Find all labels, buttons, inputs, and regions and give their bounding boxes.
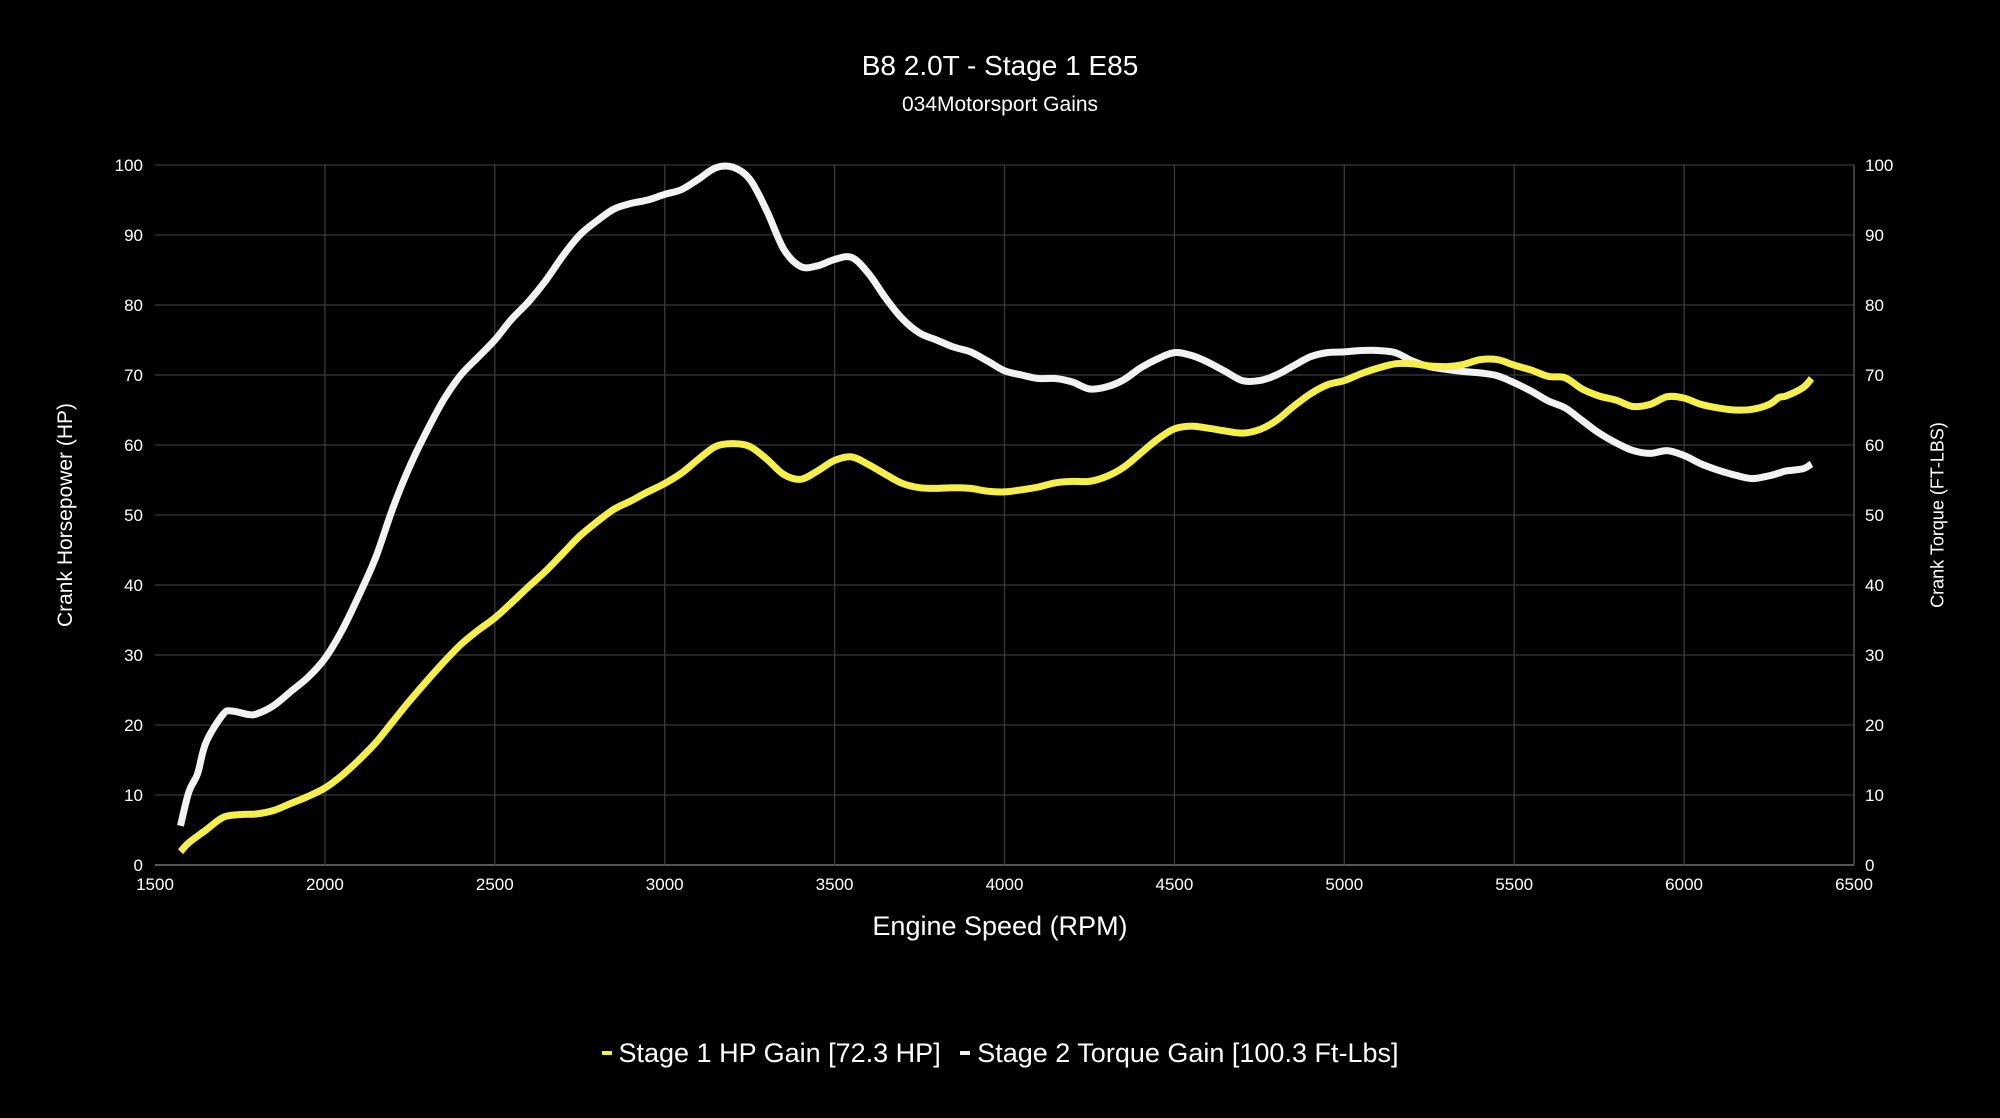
x-tick: 4000 bbox=[986, 875, 1024, 894]
y-tick-right: 70 bbox=[1865, 366, 1884, 385]
x-tick: 6500 bbox=[1835, 875, 1873, 894]
x-tick: 3000 bbox=[646, 875, 684, 894]
legend-swatch-hp-icon bbox=[601, 1051, 612, 1055]
y-tick-right: 100 bbox=[1865, 156, 1893, 175]
y-axis-title-right: Crank Torque (FT-LBS) bbox=[1927, 422, 1948, 608]
legend-swatch-torque-icon bbox=[960, 1051, 971, 1055]
hp-gain-line bbox=[177, 355, 1815, 855]
x-tick: 2500 bbox=[476, 875, 514, 894]
x-tick: 6000 bbox=[1665, 875, 1703, 894]
y-tick-left: 20 bbox=[124, 716, 143, 735]
tick-labels: 0 0 10 10 20 20 30 30 40 40 50 50 60 60 70 70 80 80 90 90 10… bbox=[115, 156, 1894, 894]
y-tick-right: 90 bbox=[1865, 226, 1884, 245]
y-tick-right: 30 bbox=[1865, 646, 1884, 665]
y-tick-left: 60 bbox=[124, 436, 143, 455]
chart-title: B8 2.0T - Stage 1 E85 bbox=[861, 50, 1139, 81]
y-tick-right: 0 bbox=[1865, 856, 1874, 875]
y-tick-left: 10 bbox=[124, 786, 143, 805]
legend-label-torque: Stage 2 Torque Gain [100.3 Ft-Lbs] bbox=[977, 1038, 1399, 1068]
y-tick-right: 80 bbox=[1865, 296, 1884, 315]
y-tick-right: 60 bbox=[1865, 436, 1884, 455]
y-tick-left: 40 bbox=[124, 576, 143, 595]
x-tick: 5500 bbox=[1495, 875, 1533, 894]
series-lines bbox=[177, 162, 1815, 855]
legend-item-hp[interactable]: Stage 1 HP Gain [72.3 HP] bbox=[601, 1037, 941, 1069]
y-tick-left: 100 bbox=[115, 156, 143, 175]
y-tick-left: 50 bbox=[124, 506, 143, 525]
x-tick: 3500 bbox=[816, 875, 854, 894]
y-tick-right: 40 bbox=[1865, 576, 1884, 595]
y-tick-left: 30 bbox=[124, 646, 143, 665]
y-tick-left: 0 bbox=[134, 856, 143, 875]
x-tick: 1500 bbox=[136, 875, 174, 894]
x-axis-title: Engine Speed (RPM) bbox=[872, 911, 1128, 941]
y-tick-right: 20 bbox=[1865, 716, 1884, 735]
y-tick-left: 80 bbox=[124, 296, 143, 315]
y-tick-left: 70 bbox=[124, 366, 143, 385]
y-tick-right: 50 bbox=[1865, 506, 1884, 525]
y-axis-title-left: Crank Horsepower (HP) bbox=[54, 402, 77, 628]
gridlines bbox=[155, 164, 1855, 866]
legend-label-hp: Stage 1 HP Gain [72.3 HP] bbox=[618, 1038, 941, 1068]
x-tick: 5000 bbox=[1325, 875, 1363, 894]
x-tick: 4500 bbox=[1155, 875, 1193, 894]
y-tick-left: 90 bbox=[124, 226, 143, 245]
chart-subtitle: 034Motorsport Gains bbox=[901, 93, 1099, 116]
torque-gain-line bbox=[177, 162, 1814, 827]
y-tick-right: 10 bbox=[1865, 786, 1884, 805]
legend: Stage 1 HP Gain [72.3 HP] Stage 2 Torque… bbox=[0, 1030, 2000, 1069]
legend-item-torque[interactable]: Stage 2 Torque Gain [100.3 Ft-Lbs] bbox=[960, 1037, 1399, 1069]
x-tick: 2000 bbox=[306, 875, 344, 894]
